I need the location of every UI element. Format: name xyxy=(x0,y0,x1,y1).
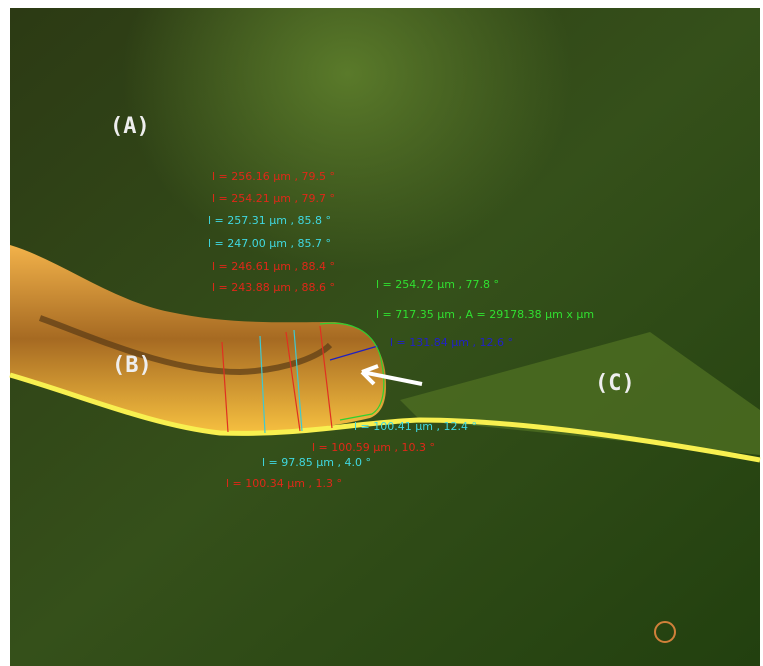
micrograph: (A) (B) (C) l = 256.16 µm , 79.5 ° l = 2… xyxy=(0,0,763,666)
panel-label: (A) xyxy=(110,114,150,139)
image xyxy=(10,8,760,666)
measurement-label: l = 246.61 µm , 88.4 ° xyxy=(212,260,335,273)
measurement-label: l = 100.34 µm , 1.3 ° xyxy=(226,477,342,490)
measurement-label: l = 717.35 µm , A = 29178.38 µm x µm xyxy=(376,308,594,321)
measurement-label: l = 257.31 µm , 85.8 ° xyxy=(208,214,331,227)
measurement-label: l = 247.00 µm , 85.7 ° xyxy=(208,237,331,250)
panel-label: (B) xyxy=(112,353,152,378)
measurement-label: l = 131.84 µm , 12.6 ° xyxy=(390,336,513,349)
panel-label: (C) xyxy=(595,371,635,396)
measurement-label: l = 254.21 µm , 79.7 ° xyxy=(212,192,335,205)
measurement-label: l = 100.41 µm , 12.4 ° xyxy=(354,420,477,433)
measurement-label: l = 243.88 µm , 88.6 ° xyxy=(212,281,335,294)
measurement-label: l = 254.72 µm , 77.8 ° xyxy=(376,278,499,291)
measurement-label: l = 256.16 µm , 79.5 ° xyxy=(212,170,335,183)
measurement-label: l = 100.59 µm , 10.3 ° xyxy=(312,441,435,454)
measurement-label: l = 97.85 µm , 4.0 ° xyxy=(262,456,371,469)
